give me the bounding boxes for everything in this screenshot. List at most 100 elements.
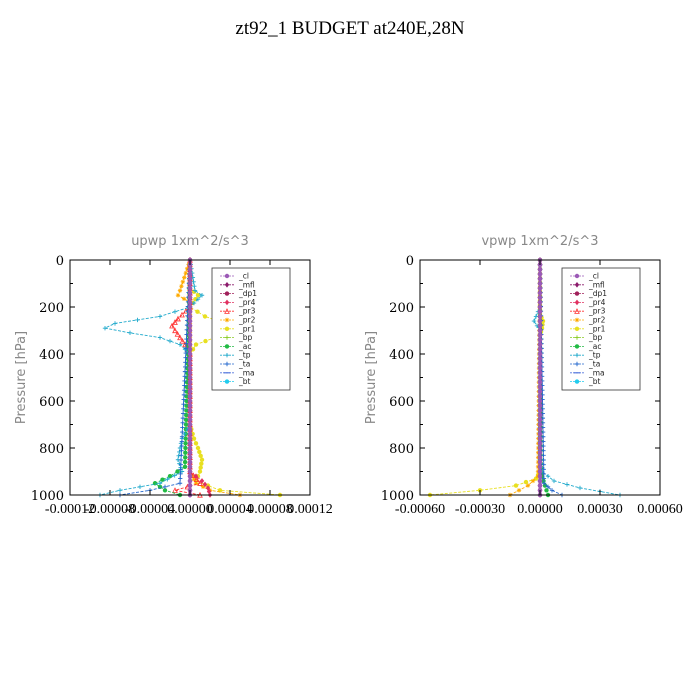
series-marker-cl xyxy=(187,328,193,333)
legend-marker xyxy=(574,273,580,279)
series-marker-cl xyxy=(537,398,543,404)
x-tick-label: -0.00012 xyxy=(45,502,95,517)
series-marker-ta xyxy=(181,388,187,393)
legend-label: _cl xyxy=(238,272,249,281)
y-tick-label: 400 xyxy=(389,348,414,363)
series-marker-pr3 xyxy=(172,487,178,493)
series-marker-ta xyxy=(178,462,184,467)
y-tick-label: 200 xyxy=(389,301,414,316)
series-marker-ac xyxy=(162,488,168,493)
series-line-ta xyxy=(539,259,563,496)
series-marker-cl xyxy=(537,459,543,465)
series-marker-ta xyxy=(179,443,184,449)
series-marker-pr2 xyxy=(530,478,536,484)
series-marker-pr3 xyxy=(179,311,185,318)
series-marker-ta xyxy=(541,443,546,449)
series-marker-cl xyxy=(537,422,543,427)
series-marker-ta xyxy=(183,346,189,351)
series-marker-tp xyxy=(531,318,537,324)
series-marker-pr1 xyxy=(193,342,199,347)
series-marker-tp xyxy=(545,474,551,479)
series-marker-ac xyxy=(183,445,188,451)
x-tick-label: 0.00060 xyxy=(637,502,683,517)
series-marker-cl xyxy=(537,356,543,361)
series-marker-ac xyxy=(183,450,188,455)
series-marker-cl xyxy=(187,309,193,314)
series-marker-ta xyxy=(179,439,185,444)
series-marker-pr1 xyxy=(195,293,201,298)
x-tick-label: 0.00008 xyxy=(247,502,293,517)
legend-marker xyxy=(574,379,580,384)
series-marker-ta xyxy=(178,476,183,481)
legend-label: _bt xyxy=(238,377,251,386)
series-marker-cl xyxy=(187,318,193,324)
panel-2: vpwp 1xm^2/s^3 Pressure [hPa] 0 200 400 600 80… xyxy=(364,234,683,517)
series-marker-ta xyxy=(180,411,186,416)
series-marker-cl xyxy=(537,431,543,437)
series-marker-pr1 xyxy=(523,479,529,485)
series-marker-cl xyxy=(187,408,193,413)
series-marker-ta xyxy=(183,350,189,356)
series-marker-tp xyxy=(165,477,170,482)
series-marker-cl xyxy=(537,295,543,300)
series-marker-tp xyxy=(182,431,187,437)
series-marker-tp xyxy=(192,283,197,289)
x-tick-label: -0.00008 xyxy=(85,502,135,517)
series-marker-tp xyxy=(191,279,196,285)
series-marker-ta xyxy=(541,453,546,458)
series-marker-pr1 xyxy=(195,309,200,314)
legend-marker xyxy=(224,282,230,288)
series-marker-pr1 xyxy=(203,338,208,344)
x-tick-label: 0.00000 xyxy=(517,502,563,517)
series-marker-cl xyxy=(187,459,193,465)
series-marker-pr2 xyxy=(175,293,181,298)
legend-label: _pr1 xyxy=(238,324,256,333)
series-marker-pr4 xyxy=(206,488,212,495)
series-marker-cl xyxy=(187,271,193,277)
series-marker-tp xyxy=(172,309,178,314)
series-marker-ta xyxy=(183,355,188,360)
series-marker-cl xyxy=(537,408,543,413)
legend-marker xyxy=(224,308,230,314)
legend-label: _ac xyxy=(588,342,601,351)
series-marker-cl xyxy=(537,342,543,347)
series-marker-ta xyxy=(541,462,546,467)
series-marker-pr2 xyxy=(182,275,187,280)
series-marker-pr3 xyxy=(169,322,175,329)
series-marker-ta xyxy=(182,378,187,384)
panel-1: upwp 1xm^2/s^3 Pressure [hPa] 0 200 400 600 80… xyxy=(14,234,333,517)
series-marker-cl xyxy=(187,370,193,375)
series-marker-cl xyxy=(187,295,193,300)
series-marker-ta xyxy=(545,484,551,489)
x-tick-label: 0.00000 xyxy=(167,502,213,517)
series-marker-cl xyxy=(537,286,543,291)
x-tick-label: -0.00060 xyxy=(395,502,445,517)
series-marker-cl xyxy=(187,342,193,347)
series-marker-cl xyxy=(187,469,193,474)
series-marker-cl xyxy=(537,441,543,446)
legend-label: _ac xyxy=(238,342,251,351)
series-group xyxy=(427,257,623,498)
series-marker-cl xyxy=(537,370,543,375)
series-marker-cl xyxy=(187,431,193,437)
series-marker-cl xyxy=(537,389,543,394)
legend-label: _ma xyxy=(588,368,605,377)
series-marker-pr2 xyxy=(516,488,522,493)
series-marker-pr4 xyxy=(199,478,205,484)
series-marker-ac xyxy=(167,474,173,479)
series-marker-ac xyxy=(182,464,188,469)
series-marker-cl xyxy=(187,314,193,319)
y-tick-label: 1000 xyxy=(31,489,64,504)
series-marker-cl xyxy=(187,281,193,286)
series-marker-ac xyxy=(184,412,189,418)
series-marker-ta xyxy=(540,434,546,439)
series-marker-cl xyxy=(537,455,543,460)
series-marker-cl xyxy=(187,412,193,418)
series-marker-pr2 xyxy=(191,477,197,482)
legend-marker xyxy=(574,353,580,358)
legend-label: _mfl xyxy=(238,280,255,289)
series-marker-cl xyxy=(187,286,193,291)
series-marker-pr2 xyxy=(525,483,531,488)
legend-label: _pr4 xyxy=(238,298,256,307)
series-marker-ta xyxy=(549,488,555,493)
